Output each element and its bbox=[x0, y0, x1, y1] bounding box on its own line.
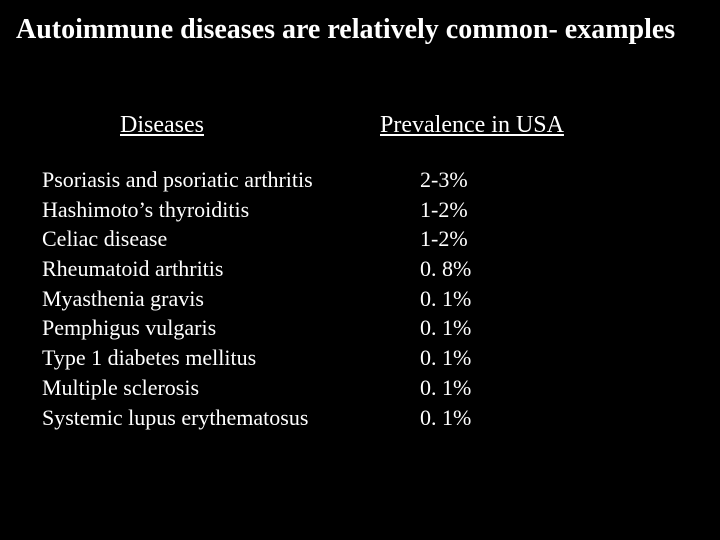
prevalence-cell: 0. 1% bbox=[420, 343, 471, 373]
prevalence-cell: 0. 1% bbox=[420, 373, 471, 403]
disease-cell: Type 1 diabetes mellitus bbox=[42, 343, 313, 373]
prevalence-cell: 0. 1% bbox=[420, 403, 471, 433]
slide: Autoimmune diseases are relatively commo… bbox=[0, 0, 720, 540]
prevalence-cell: 2-3% bbox=[420, 165, 471, 195]
prevalence-column-header: Prevalence in USA bbox=[380, 112, 564, 139]
disease-cell: Psoriasis and psoriatic arthritis bbox=[42, 165, 313, 195]
diseases-column: Psoriasis and psoriatic arthritis Hashim… bbox=[42, 165, 313, 432]
prevalence-column: 2-3% 1-2% 1-2% 0. 8% 0. 1% 0. 1% 0. 1% 0… bbox=[420, 165, 471, 432]
disease-cell: Hashimoto’s thyroiditis bbox=[42, 195, 313, 225]
disease-cell: Myasthenia gravis bbox=[42, 284, 313, 314]
prevalence-cell: 0. 1% bbox=[420, 313, 471, 343]
disease-cell: Rheumatoid arthritis bbox=[42, 254, 313, 284]
prevalence-cell: 0. 1% bbox=[420, 284, 471, 314]
prevalence-cell: 0. 8% bbox=[420, 254, 471, 284]
disease-cell: Celiac disease bbox=[42, 224, 313, 254]
disease-cell: Pemphigus vulgaris bbox=[42, 313, 313, 343]
disease-cell: Multiple sclerosis bbox=[42, 373, 313, 403]
slide-title: Autoimmune diseases are relatively commo… bbox=[16, 14, 710, 46]
prevalence-cell: 1-2% bbox=[420, 224, 471, 254]
disease-cell: Systemic lupus erythematosus bbox=[42, 403, 313, 433]
diseases-column-header: Diseases bbox=[120, 112, 204, 139]
prevalence-cell: 1-2% bbox=[420, 195, 471, 225]
